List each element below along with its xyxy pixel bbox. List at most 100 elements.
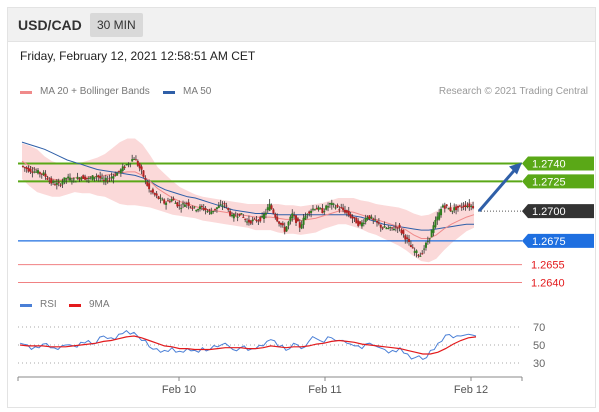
candle-body — [206, 211, 209, 213]
candle-body — [210, 211, 213, 215]
candle-body — [338, 209, 341, 211]
candle-body — [336, 204, 339, 208]
candle-body — [217, 205, 220, 208]
candle-body — [27, 167, 30, 172]
candle-body — [311, 208, 314, 210]
level-price-tag — [522, 156, 594, 171]
candle-body — [136, 160, 139, 166]
ma20-swatch-icon — [20, 91, 32, 94]
candle-body — [370, 216, 373, 219]
candle-body — [285, 226, 288, 232]
candle-body — [281, 223, 284, 226]
candle-body — [276, 216, 279, 222]
candle-body — [166, 200, 169, 202]
candle-body — [460, 206, 463, 208]
candle-body — [306, 213, 309, 215]
candle-body — [315, 208, 318, 210]
candle-body — [198, 206, 201, 210]
candle-body — [298, 222, 301, 228]
candle-body — [87, 177, 90, 179]
candle-body — [468, 203, 471, 208]
candle-body — [212, 210, 215, 212]
candle-body — [187, 202, 190, 206]
candle-body — [91, 175, 94, 181]
candle-body — [244, 218, 247, 220]
level-price-tag — [522, 233, 594, 248]
bollinger-band-fill — [22, 138, 474, 263]
timeframe-button[interactable]: 30 MIN — [90, 13, 143, 37]
candle-body — [247, 219, 250, 223]
candle-body — [131, 159, 134, 162]
candle-body — [106, 180, 109, 182]
candle-body — [33, 171, 36, 173]
candle-body — [440, 208, 443, 216]
candle-body — [23, 167, 26, 169]
candle-body — [249, 220, 252, 224]
ma50-swatch-icon — [163, 91, 175, 94]
candle-body — [204, 208, 207, 211]
candle-body — [447, 208, 450, 210]
candle-body — [89, 177, 92, 179]
candle-body — [264, 212, 267, 215]
candle-body — [125, 164, 128, 166]
candle-body — [272, 209, 275, 214]
candle-body — [462, 205, 465, 208]
x-tick-label: Feb 12 — [454, 384, 488, 396]
candle-body — [172, 198, 175, 201]
candle-body — [48, 180, 51, 182]
level-label: 1.2675 — [532, 236, 566, 248]
candle-body — [391, 227, 394, 229]
candle-body — [255, 219, 258, 222]
candle-body — [240, 213, 243, 215]
candle-body — [236, 216, 239, 218]
level-label: 1.2740 — [532, 159, 566, 171]
candle-body — [157, 196, 160, 199]
level-label: 1.2700 — [532, 206, 566, 218]
candle-body — [170, 199, 173, 202]
candle-body — [279, 222, 282, 225]
candle-body — [31, 171, 34, 173]
level-label: 1.2725 — [532, 176, 566, 188]
candle-body — [251, 219, 254, 222]
candle-body — [119, 169, 122, 174]
candle-body — [50, 178, 53, 184]
candle-body — [108, 178, 111, 180]
candle-body — [406, 237, 409, 240]
candle-body — [343, 209, 346, 213]
candle-body — [259, 217, 262, 222]
candle-body — [379, 224, 382, 228]
candle-body — [168, 201, 171, 203]
candle-body — [291, 213, 294, 219]
candle-body — [144, 178, 147, 180]
instrument-symbol: USD/CAD — [18, 17, 82, 33]
candle-body — [364, 218, 367, 222]
candle-body — [123, 166, 126, 169]
rsi-ma-line — [19, 335, 477, 355]
candle-body — [372, 218, 375, 220]
legend-9ma-label: 9MA — [89, 299, 110, 310]
candle-body — [396, 227, 399, 229]
candle-body — [208, 209, 211, 212]
candle-body — [451, 210, 454, 212]
rsi-tick-label: 50 — [533, 340, 545, 352]
candle-body — [455, 206, 458, 211]
candle-body — [183, 204, 186, 207]
level-price-tag — [522, 174, 594, 189]
candle-body — [234, 215, 237, 217]
candle-body — [232, 214, 235, 219]
candle-body — [377, 222, 380, 224]
candle-body — [200, 205, 203, 207]
rsi-tick-label: 70 — [533, 322, 545, 334]
candle-body — [29, 168, 32, 172]
candle-body — [70, 181, 73, 183]
candle-body — [436, 216, 439, 221]
candle-body — [195, 210, 198, 212]
candle-body — [421, 253, 424, 255]
candle-body — [295, 215, 298, 223]
candle-body — [313, 209, 316, 211]
candle-body — [53, 184, 56, 186]
candle-body — [229, 211, 232, 216]
candle-body — [153, 192, 156, 195]
candle-body — [189, 206, 192, 208]
candle-body — [134, 159, 137, 161]
